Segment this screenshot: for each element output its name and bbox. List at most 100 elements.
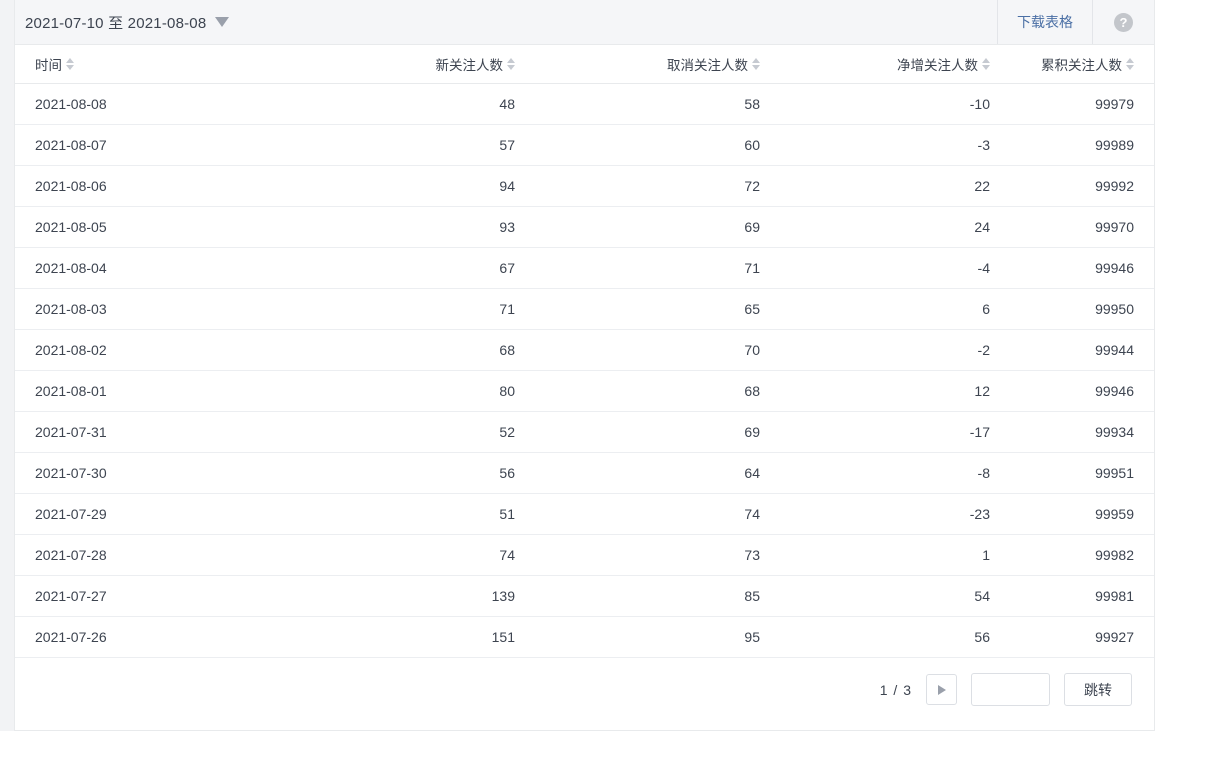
sort-control-net-growth[interactable]: 净增关注人数 [897, 54, 990, 74]
table-row: 2021-07-31 52 69 -17 99934 [15, 411, 1154, 453]
cell-net-growth: 56 [780, 616, 1010, 658]
cell-cumulative: 99946 [1010, 247, 1154, 289]
table-row: 2021-07-30 56 64 -8 99951 [15, 452, 1154, 494]
cell-unfollows: 74 [535, 493, 780, 535]
cell-new-followers: 151 [325, 616, 535, 658]
cell-net-growth: -17 [780, 411, 1010, 453]
cell-date: 2021-07-31 [15, 411, 325, 453]
cell-new-followers: 139 [325, 575, 535, 617]
sort-control-unfollows[interactable]: 取消关注人数 [667, 54, 760, 74]
download-table-button[interactable]: 下载表格 [997, 0, 1092, 44]
table-row: 2021-07-29 51 74 -23 99959 [15, 493, 1154, 535]
cell-date: 2021-08-04 [15, 247, 325, 289]
table-row: 2021-07-26 151 95 56 99927 [15, 616, 1154, 658]
cell-unfollows: 68 [535, 370, 780, 412]
cell-cumulative: 99992 [1010, 165, 1154, 207]
date-range-label: 2021-07-10 至 2021-08-08 [25, 14, 207, 32]
toolbar-actions: 下载表格 ? [997, 0, 1154, 44]
cell-date: 2021-08-07 [15, 124, 325, 166]
column-label-cumulative: 累积关注人数 [1041, 57, 1122, 73]
table-row: 2021-08-02 68 70 -2 99944 [15, 329, 1154, 371]
table-body: 2021-08-08 48 58 -10 99979 2021-08-07 57 60 -3 99… [15, 83, 1154, 658]
cell-unfollows: 85 [535, 575, 780, 617]
cell-unfollows: 60 [535, 124, 780, 166]
cell-unfollows: 95 [535, 616, 780, 658]
sort-arrows-icon [982, 57, 990, 70]
cell-new-followers: 80 [325, 370, 535, 412]
help-button[interactable]: ? [1092, 0, 1154, 44]
date-range-selector[interactable]: 2021-07-10 至 2021-08-08 [25, 0, 230, 44]
cell-cumulative: 99982 [1010, 534, 1154, 576]
page-gutter-left [0, 0, 14, 731]
cell-new-followers: 48 [325, 83, 535, 125]
cell-net-growth: 6 [780, 288, 1010, 330]
cell-new-followers: 57 [325, 124, 535, 166]
cell-new-followers: 94 [325, 165, 535, 207]
cell-net-growth: -3 [780, 124, 1010, 166]
cell-unfollows: 69 [535, 411, 780, 453]
cell-new-followers: 93 [325, 206, 535, 248]
cell-unfollows: 71 [535, 247, 780, 289]
caret-down-icon [215, 17, 230, 27]
cell-unfollows: 69 [535, 206, 780, 248]
table-header-row: 时间 新关注人数 [15, 45, 1154, 84]
table-row: 2021-08-08 48 58 -10 99979 [15, 83, 1154, 125]
cell-cumulative: 99950 [1010, 288, 1154, 330]
cell-new-followers: 52 [325, 411, 535, 453]
column-header-net-growth: 净增关注人数 [780, 45, 1010, 84]
cell-net-growth: 12 [780, 370, 1010, 412]
cell-new-followers: 74 [325, 534, 535, 576]
follower-data-table: 时间 新关注人数 [15, 45, 1154, 658]
cell-date: 2021-07-27 [15, 575, 325, 617]
page-jump-button[interactable]: 跳转 [1064, 673, 1132, 706]
column-label-date: 时间 [35, 57, 62, 73]
cell-net-growth: 22 [780, 165, 1010, 207]
sort-arrows-icon [1126, 57, 1134, 70]
download-table-label: 下载表格 [1017, 14, 1073, 30]
table-row: 2021-07-27 139 85 54 99981 [15, 575, 1154, 617]
cell-net-growth: 1 [780, 534, 1010, 576]
sort-arrows-icon [507, 57, 515, 70]
table-row: 2021-08-01 80 68 12 99946 [15, 370, 1154, 412]
cell-new-followers: 67 [325, 247, 535, 289]
cell-cumulative: 99970 [1010, 206, 1154, 248]
column-header-unfollows: 取消关注人数 [535, 45, 780, 84]
cell-cumulative: 99951 [1010, 452, 1154, 494]
table-row: 2021-08-04 67 71 -4 99946 [15, 247, 1154, 289]
cell-date: 2021-08-08 [15, 83, 325, 125]
cell-new-followers: 71 [325, 288, 535, 330]
table-row: 2021-08-05 93 69 24 99970 [15, 206, 1154, 248]
next-page-button[interactable] [926, 674, 957, 705]
cell-cumulative: 99927 [1010, 616, 1154, 658]
cell-net-growth: -8 [780, 452, 1010, 494]
column-label-net-growth: 净增关注人数 [897, 57, 978, 73]
cell-date: 2021-08-05 [15, 206, 325, 248]
page-jump-input[interactable] [971, 673, 1050, 706]
table-row: 2021-08-06 94 72 22 99992 [15, 165, 1154, 207]
table-row: 2021-07-28 74 73 1 99982 [15, 534, 1154, 576]
data-table-panel: 2021-07-10 至 2021-08-08 下载表格 ? [14, 0, 1155, 731]
table-row: 2021-08-07 57 60 -3 99989 [15, 124, 1154, 166]
sort-control-new-followers[interactable]: 新关注人数 [436, 54, 515, 74]
cell-date: 2021-08-02 [15, 329, 325, 371]
cell-unfollows: 73 [535, 534, 780, 576]
cell-cumulative: 99989 [1010, 124, 1154, 166]
sort-control-date[interactable]: 时间 [35, 54, 74, 74]
column-header-cumulative: 累积关注人数 [1010, 45, 1154, 84]
cell-net-growth: -2 [780, 329, 1010, 371]
cell-new-followers: 51 [325, 493, 535, 535]
cell-new-followers: 68 [325, 329, 535, 371]
column-header-new-followers: 新关注人数 [325, 45, 535, 84]
cell-net-growth: -10 [780, 83, 1010, 125]
page-indicator: 1 / 3 [879, 681, 912, 698]
cell-unfollows: 72 [535, 165, 780, 207]
cell-net-growth: -23 [780, 493, 1010, 535]
table-toolbar: 2021-07-10 至 2021-08-08 下载表格 ? [15, 0, 1154, 45]
cell-cumulative: 99944 [1010, 329, 1154, 371]
sort-control-cumulative[interactable]: 累积关注人数 [1041, 54, 1134, 74]
help-question-icon: ? [1114, 12, 1133, 32]
cell-new-followers: 56 [325, 452, 535, 494]
cell-date: 2021-07-28 [15, 534, 325, 576]
cell-date: 2021-08-06 [15, 165, 325, 207]
